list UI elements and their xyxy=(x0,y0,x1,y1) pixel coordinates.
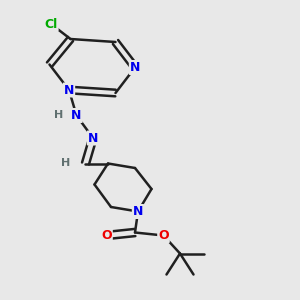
Text: O: O xyxy=(101,229,112,242)
Text: H: H xyxy=(61,158,70,169)
Text: N: N xyxy=(88,131,98,145)
Text: N: N xyxy=(130,61,140,74)
Text: N: N xyxy=(71,109,82,122)
Text: N: N xyxy=(64,83,74,97)
Text: N: N xyxy=(133,205,143,218)
Text: H: H xyxy=(54,110,63,121)
Text: O: O xyxy=(158,229,169,242)
Text: Cl: Cl xyxy=(44,17,58,31)
